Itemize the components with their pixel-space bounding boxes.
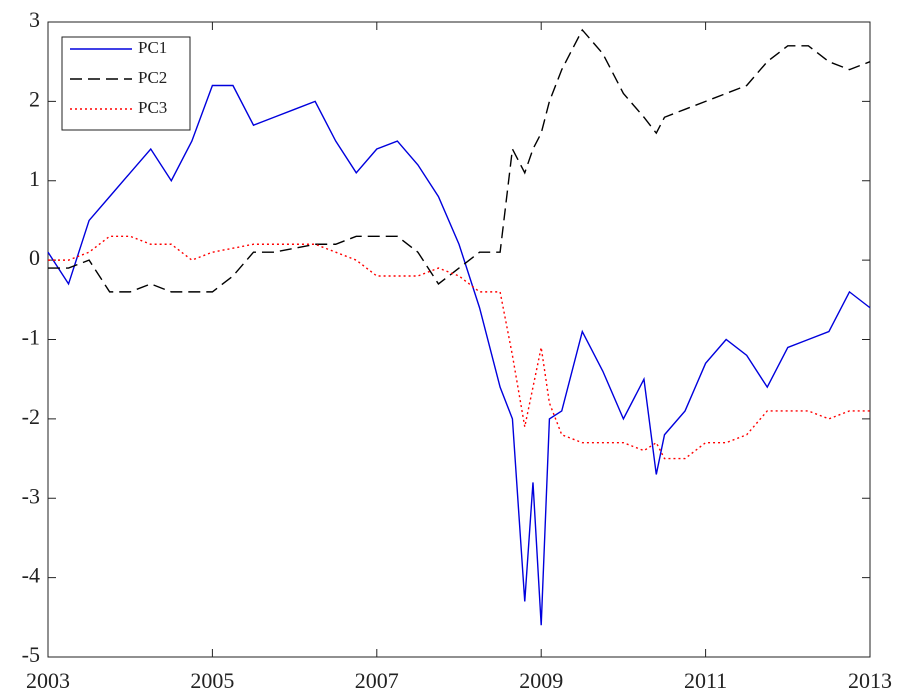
y-tick-label: -1	[22, 325, 40, 350]
legend-box	[61, 36, 191, 131]
x-tick-label: 2013	[848, 668, 892, 693]
y-tick-label: -3	[22, 483, 40, 508]
y-tick-label: -2	[22, 404, 40, 429]
y-tick-label: 3	[29, 7, 40, 32]
x-tick-label: 2011	[684, 668, 727, 693]
x-tick-label: 2007	[355, 668, 399, 693]
x-tick-label: 2005	[190, 668, 234, 693]
y-tick-label: 0	[29, 245, 40, 270]
y-tick-label: -4	[22, 563, 40, 588]
y-tick-label: 1	[29, 166, 40, 191]
x-tick-label: 2003	[26, 668, 70, 693]
series-line	[48, 28, 871, 293]
legend-label: PC3	[138, 98, 167, 117]
y-tick-label: -5	[22, 642, 40, 667]
series-line	[48, 235, 870, 460]
x-tick-label: 2009	[519, 668, 563, 693]
legend-label: PC2	[138, 68, 167, 87]
series-line	[47, 84, 871, 626]
y-tick-label: 2	[29, 86, 40, 111]
legend-label: PC1	[138, 38, 167, 57]
